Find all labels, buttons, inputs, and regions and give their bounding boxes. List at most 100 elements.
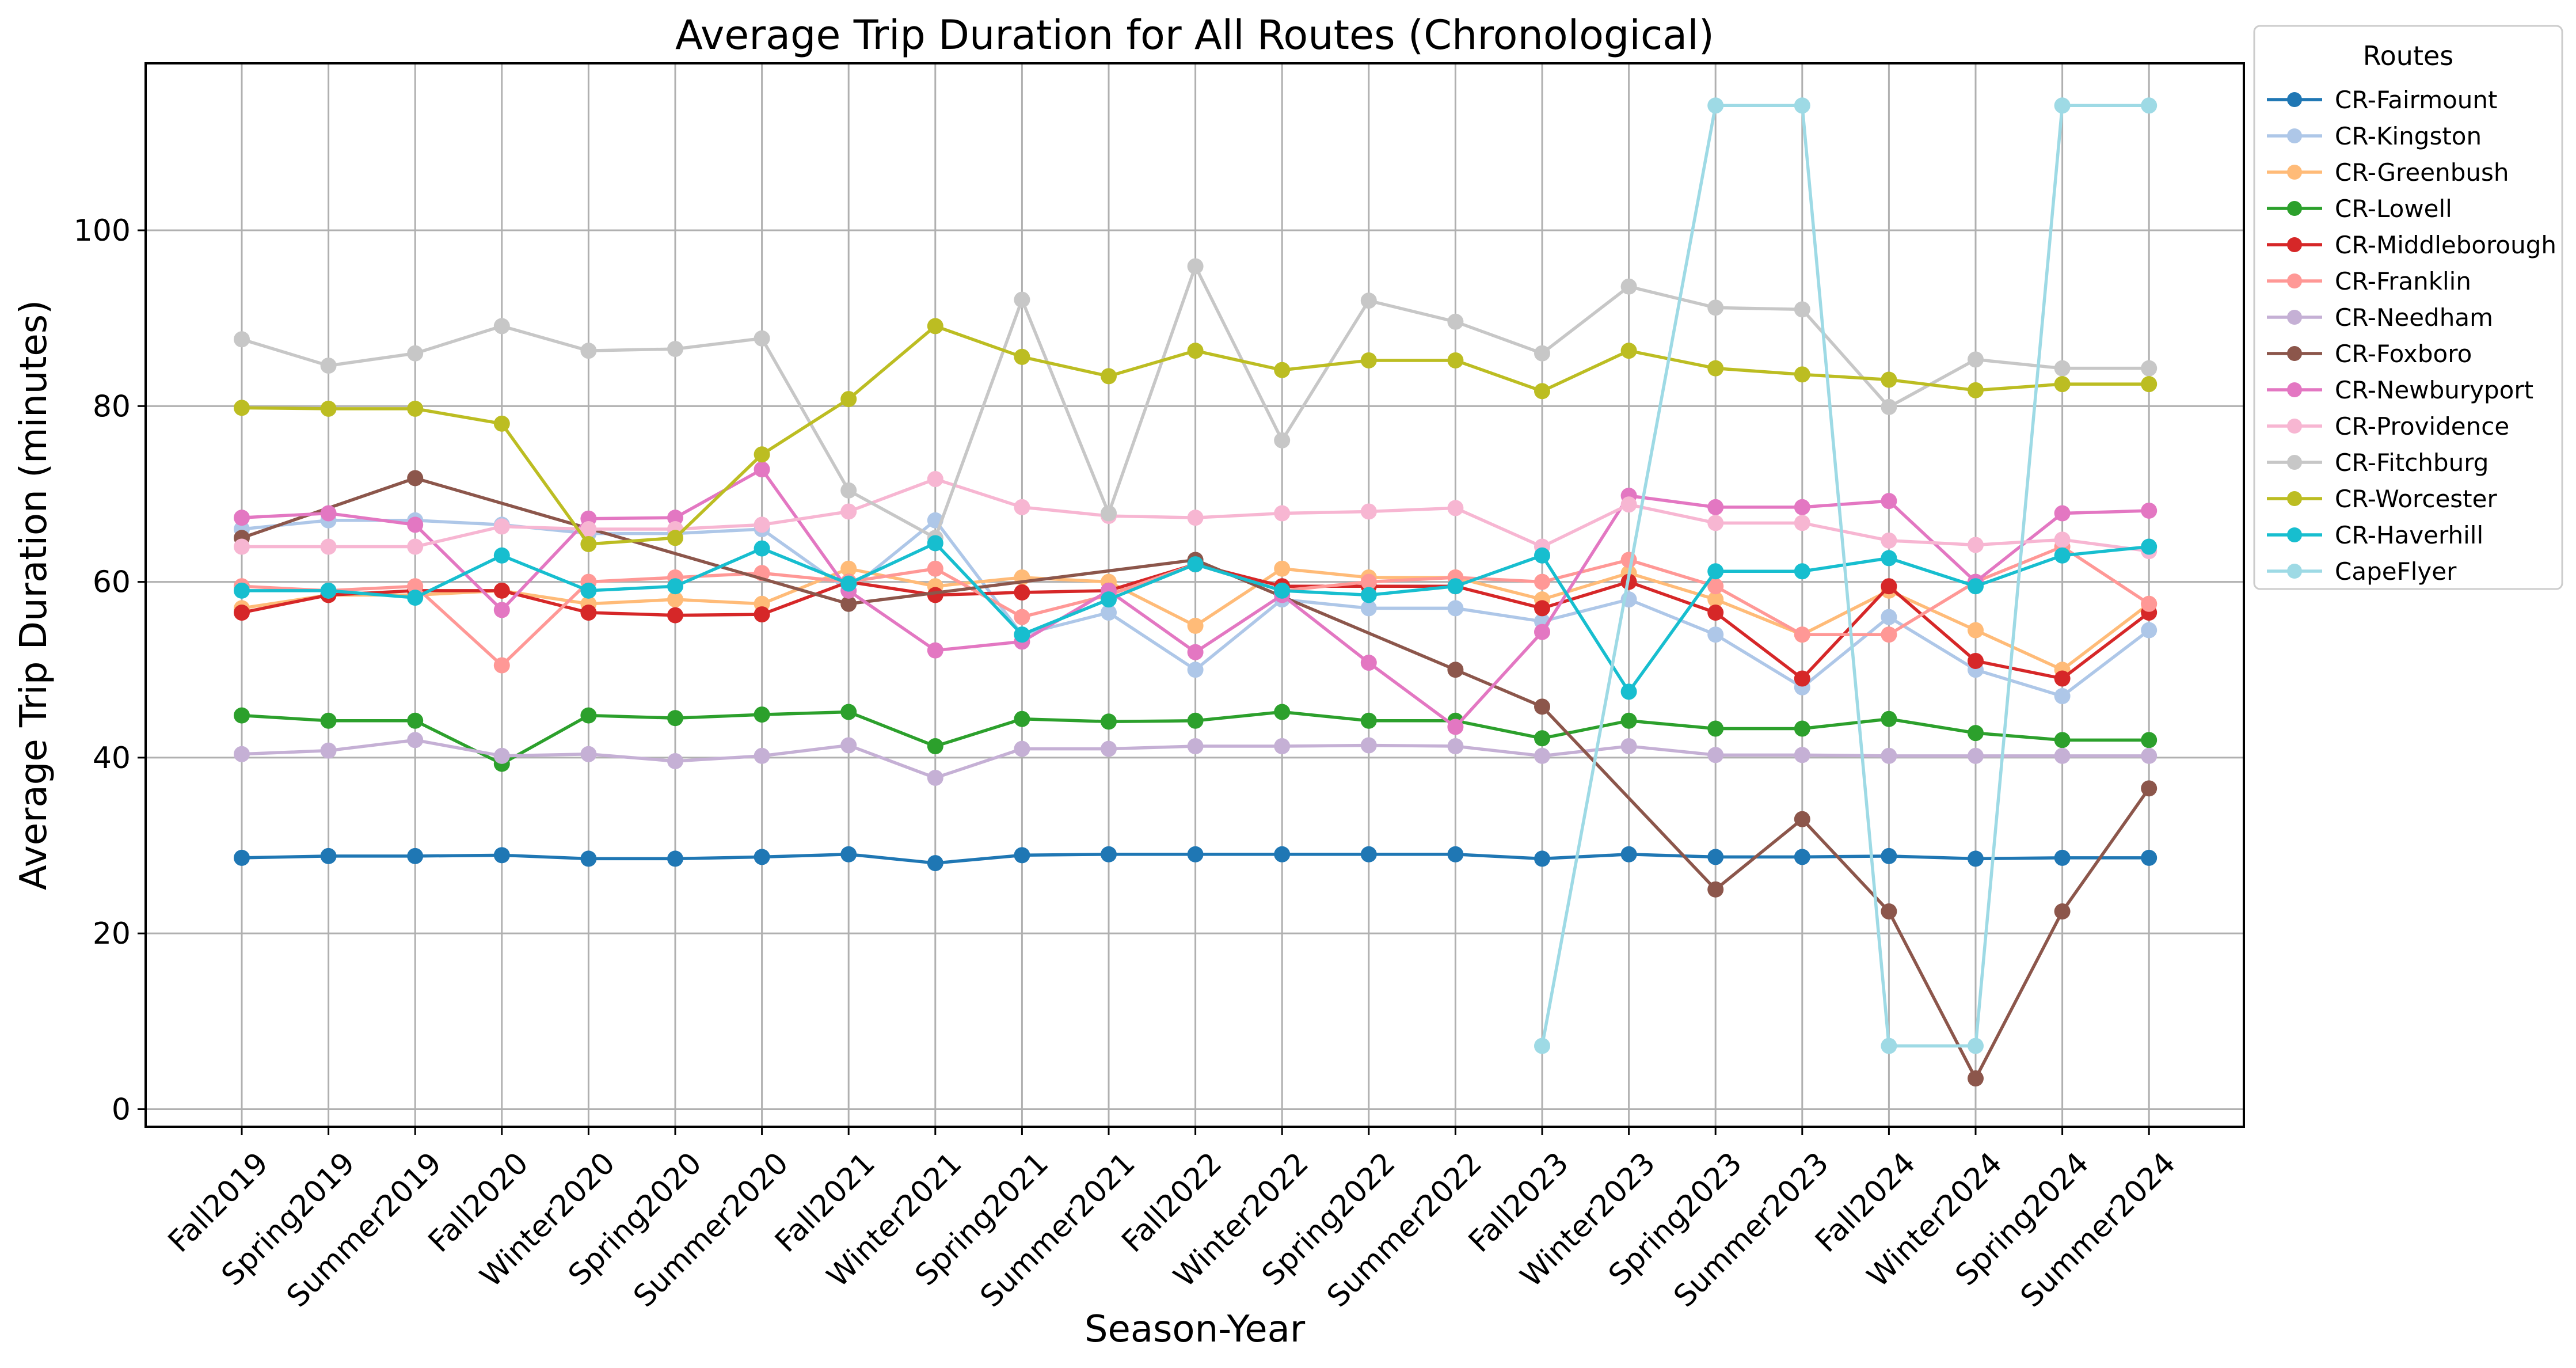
data-point	[1014, 584, 1030, 601]
data-point	[1794, 811, 1810, 827]
data-point	[493, 415, 510, 432]
data-point	[580, 535, 597, 552]
data-point	[1360, 503, 1377, 520]
data-point	[1534, 698, 1550, 715]
data-point	[2141, 622, 2158, 639]
data-point	[1707, 578, 1724, 595]
legend-title: Routes	[2363, 40, 2454, 71]
legend-label: CR-Worcester	[2335, 485, 2497, 513]
data-point	[754, 446, 770, 463]
data-point	[1794, 747, 1810, 763]
data-point	[840, 391, 857, 408]
legend-label: CR-Greenbush	[2335, 158, 2509, 187]
legend-entry: CR-Franklin	[2267, 267, 2471, 295]
legend-entry: CR-Lowell	[2267, 195, 2452, 223]
data-point	[1447, 662, 1464, 678]
data-point	[2054, 547, 2071, 564]
data-point	[1707, 563, 1724, 580]
data-point	[320, 505, 337, 522]
data-point	[840, 575, 857, 592]
data-point	[1447, 352, 1464, 368]
data-point	[580, 521, 597, 538]
data-point	[1968, 1038, 1984, 1054]
data-point	[234, 746, 250, 762]
data-point	[1534, 730, 1550, 747]
data-point	[1274, 505, 1291, 522]
data-point	[840, 595, 857, 612]
data-point	[1274, 738, 1291, 755]
data-point	[1274, 582, 1291, 599]
legend-label: CR-Fitchburg	[2335, 449, 2489, 477]
data-point	[1187, 510, 1204, 526]
data-point	[2141, 780, 2158, 797]
data-point	[1620, 496, 1637, 513]
data-point	[754, 540, 770, 557]
legend-entry: CR-Newburyport	[2267, 376, 2533, 404]
data-point	[1707, 747, 1724, 763]
data-point	[1447, 846, 1464, 862]
data-point	[580, 707, 597, 724]
data-point	[1014, 291, 1030, 308]
data-point	[1447, 600, 1464, 617]
data-point	[580, 746, 597, 762]
data-point	[927, 318, 943, 335]
series-cr-needham	[234, 732, 2158, 786]
data-point	[493, 547, 510, 564]
data-point	[754, 461, 770, 478]
legend-swatch-marker	[2287, 273, 2302, 288]
data-point	[1794, 366, 1810, 383]
data-point	[1534, 345, 1550, 362]
legend-label: CR-Needham	[2335, 303, 2493, 332]
data-point	[1968, 351, 1984, 368]
legend-box	[2253, 25, 2563, 590]
data-point	[234, 605, 250, 621]
data-point	[667, 607, 683, 624]
legend-entry: CR-Needham	[2267, 303, 2493, 332]
legend-entry: CR-Middleborough	[2267, 231, 2556, 259]
legend-label: CR-Newburyport	[2335, 376, 2533, 404]
data-point	[1881, 532, 1897, 549]
data-point	[1447, 738, 1464, 755]
data-point	[1707, 299, 1724, 316]
data-point	[2054, 97, 2071, 114]
data-point	[1274, 704, 1291, 720]
data-point	[320, 742, 337, 759]
data-point	[1014, 348, 1030, 365]
data-point	[754, 849, 770, 865]
data-point	[1881, 371, 1897, 388]
data-point	[927, 560, 943, 577]
data-point	[1014, 626, 1030, 643]
data-point	[754, 330, 770, 347]
data-point	[2141, 538, 2158, 555]
data-point	[493, 847, 510, 864]
data-point	[840, 560, 857, 577]
data-point	[1620, 846, 1637, 862]
legend-label: CR-Fairmount	[2335, 86, 2498, 114]
data-point	[407, 578, 424, 595]
data-point	[1968, 747, 1984, 764]
data-point	[1187, 258, 1204, 275]
data-point	[1881, 493, 1897, 510]
data-point	[2141, 360, 2158, 377]
data-point	[1620, 712, 1637, 729]
legend-swatch-marker	[2287, 310, 2302, 325]
data-point	[2054, 747, 2071, 764]
data-point	[407, 848, 424, 864]
data-point	[320, 848, 337, 864]
data-point	[927, 471, 943, 488]
legend-swatch-marker	[2287, 419, 2302, 434]
data-point	[1794, 97, 1810, 114]
data-point	[1794, 626, 1810, 643]
data-point	[1881, 747, 1897, 764]
data-point	[1707, 360, 1724, 377]
data-point	[1101, 368, 1117, 385]
data-point	[1881, 710, 1897, 727]
data-point	[1274, 846, 1291, 862]
data-point	[1968, 1070, 1984, 1087]
data-point	[754, 516, 770, 533]
legend-entry: CR-Fairmount	[2267, 86, 2498, 114]
legend-entry: CR-Worcester	[2267, 485, 2497, 513]
data-point	[927, 642, 943, 659]
data-point	[407, 538, 424, 555]
